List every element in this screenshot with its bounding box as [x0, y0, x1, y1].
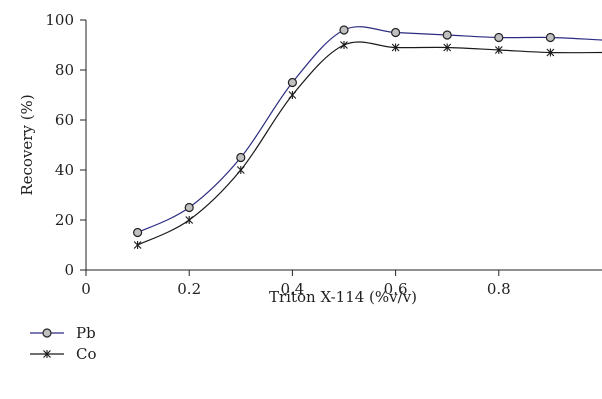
axes: 0 20 40 60 80 100 0 0.2 0.4 0.6 0.8 — [45, 11, 602, 298]
y-tick-label: 40 — [55, 161, 74, 179]
x-tick-label: 0.8 — [487, 280, 511, 298]
data-point-pb — [236, 152, 246, 163]
y-axis-label: Recovery (%) — [18, 94, 36, 195]
data-point-pb — [545, 32, 556, 43]
legend: Pb Co — [30, 324, 97, 363]
x-tick-label: 0.2 — [177, 280, 201, 298]
legend-label: Co — [76, 345, 97, 363]
x-tick-label: 0 — [81, 280, 91, 298]
data-point-pb — [391, 27, 401, 38]
legend-label: Pb — [76, 324, 96, 342]
data-point-co — [443, 43, 452, 52]
series-line-pb — [137, 26, 602, 234]
x-tick-label: 0.4 — [280, 280, 304, 298]
data-point-pb — [442, 30, 452, 40]
data-point-pb — [287, 77, 297, 88]
series-pb — [133, 25, 602, 238]
legend-item-co: Co — [30, 345, 97, 363]
x-axis-label: Triton X-114 (%v/v) — [269, 288, 417, 306]
data-point-pb — [133, 227, 143, 238]
y-tick-label: 100 — [45, 11, 74, 29]
data-point-co — [185, 216, 194, 224]
legend-item-pb: Pb — [30, 324, 96, 342]
data-point-pb — [494, 32, 504, 43]
series-co — [133, 41, 602, 249]
data-point-co — [236, 166, 245, 174]
y-tick-label: 0 — [64, 261, 74, 279]
data-point-co — [288, 91, 297, 99]
y-tick-label: 60 — [55, 111, 74, 129]
y-tick-label: 80 — [55, 61, 74, 79]
legend-marker-pb — [42, 328, 52, 338]
data-point-pb — [339, 25, 349, 35]
x-tick-label: 0.6 — [384, 280, 408, 298]
data-point-co — [133, 241, 142, 249]
data-point-co — [546, 48, 555, 57]
data-point-co — [391, 43, 400, 52]
series-layer — [133, 25, 602, 249]
data-point-co — [494, 46, 503, 54]
legend-marker-co — [43, 350, 51, 358]
series-line-co — [137, 41, 602, 246]
data-point-co — [340, 41, 348, 49]
data-point-pb — [184, 202, 194, 213]
y-tick-label: 20 — [55, 211, 74, 229]
